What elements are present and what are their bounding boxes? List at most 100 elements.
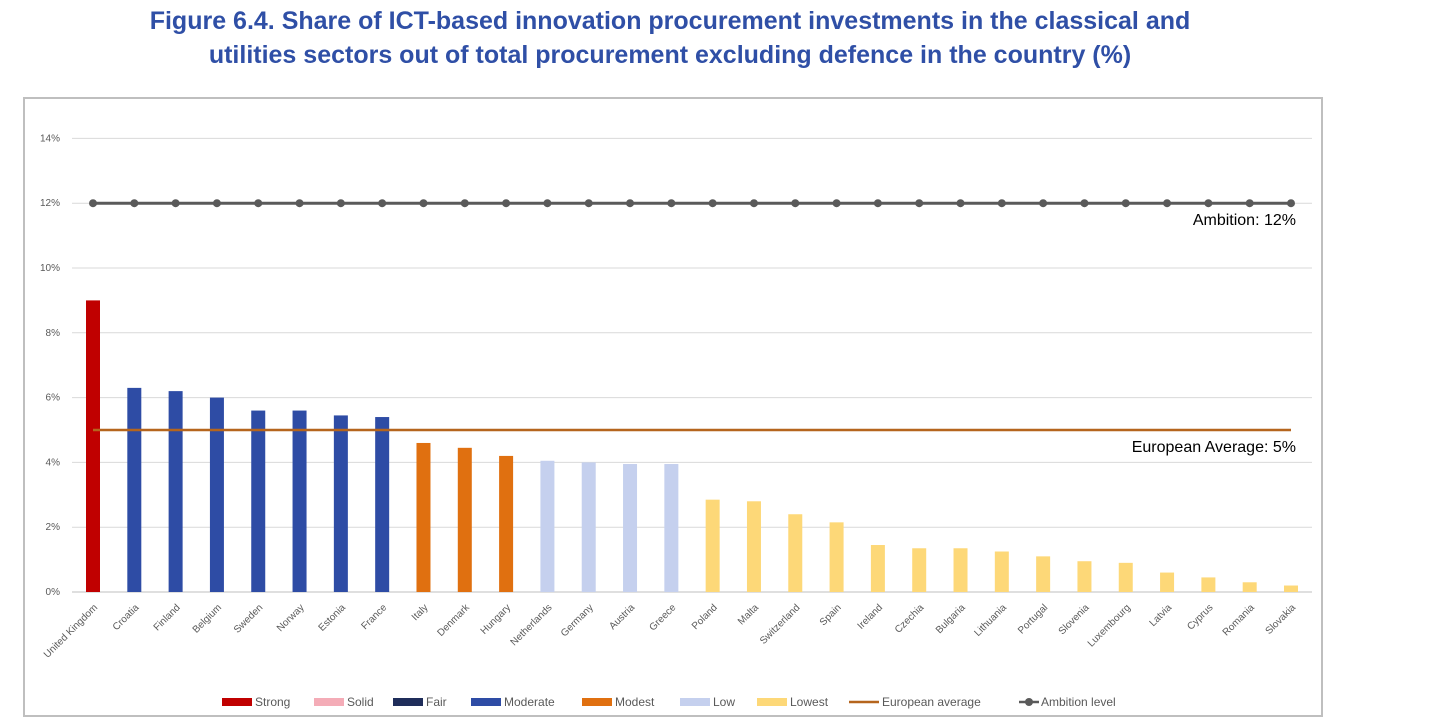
x-tick-label: Greece — [647, 602, 678, 633]
bar — [870, 545, 885, 592]
y-tick-label: 8% — [46, 328, 61, 339]
legend-swatch — [680, 698, 710, 706]
x-tick-label: Netherlands — [509, 602, 555, 648]
bar — [1118, 562, 1133, 592]
bar — [705, 499, 720, 592]
y-tick-label: 4% — [46, 457, 61, 468]
ambition-marker — [667, 199, 676, 208]
x-tick-label: Sweden — [232, 602, 265, 635]
bar — [499, 455, 514, 592]
x-tick-label: Denmark — [435, 602, 472, 639]
bar — [416, 442, 431, 592]
ambition-marker — [295, 199, 304, 208]
ambition-marker — [1245, 199, 1254, 208]
x-tick-label: Portugal — [1016, 602, 1050, 636]
bar — [1077, 561, 1092, 592]
legend-label: Lowest — [790, 695, 829, 709]
legend-label: Moderate — [504, 695, 555, 709]
ambition-marker — [626, 199, 635, 208]
bar — [1284, 585, 1298, 592]
x-tick-label: Slovenia — [1057, 602, 1092, 637]
legend-swatch — [582, 698, 612, 706]
ambition-marker — [1163, 199, 1172, 208]
y-tick-label: 14% — [40, 133, 60, 144]
x-tick-label: Belgium — [191, 602, 224, 635]
bar — [1160, 572, 1175, 592]
bar — [540, 460, 555, 592]
x-tick-label: United Kingdom — [42, 602, 100, 660]
bar — [457, 447, 472, 592]
ambition-marker — [708, 199, 717, 208]
y-tick-label: 2% — [46, 522, 61, 533]
reference-lines: European Average: 5% Ambition: 12% — [89, 199, 1296, 456]
ambition-marker — [997, 199, 1006, 208]
x-tick-label: France — [360, 602, 390, 632]
legend-label: Ambition level — [1041, 695, 1116, 709]
x-tick-label: Lithuania — [972, 602, 1009, 639]
legend-label: European average — [882, 695, 981, 709]
bar — [209, 397, 224, 592]
ambition-marker — [130, 199, 139, 208]
bar — [375, 417, 390, 592]
x-tick-label: Latvia — [1148, 602, 1175, 629]
x-tick-label: Luxembourg — [1086, 602, 1133, 649]
legend-swatch — [314, 698, 344, 706]
bar — [292, 410, 307, 592]
legend-swatch — [757, 698, 787, 706]
ambition-marker — [1039, 199, 1048, 208]
bar — [829, 522, 844, 592]
x-tick-label: Hungary — [479, 602, 514, 637]
ambition-marker — [502, 199, 511, 208]
x-tick-label: Bulgaria — [934, 602, 968, 636]
ambition-marker — [419, 199, 428, 208]
ambition-marker — [336, 199, 345, 208]
legend-swatch — [222, 698, 252, 706]
x-tick-label: Norway — [275, 602, 307, 634]
x-axis-labels: United Kingdom Croatia Finland Belgium Swede… — [42, 602, 1298, 661]
ambition-marker — [956, 199, 965, 208]
bar — [251, 410, 266, 592]
x-tick-label: Finland — [152, 602, 183, 633]
ambition-marker — [1121, 199, 1130, 208]
x-tick-label: Switzerland — [758, 602, 802, 646]
ambition-marker — [89, 199, 97, 208]
bar — [953, 548, 968, 592]
bar — [788, 514, 803, 592]
ambition-marker — [915, 199, 924, 208]
bar — [1201, 577, 1216, 592]
ambition-marker — [749, 199, 758, 208]
ambition-marker — [212, 199, 221, 208]
legend-label: Solid — [347, 695, 374, 709]
x-tick-label: Poland — [690, 602, 720, 632]
bar — [1036, 556, 1051, 592]
x-tick-label: Estonia — [317, 602, 349, 634]
x-tick-label: Croatia — [111, 602, 142, 633]
european-average-annotation: European Average: 5% — [1132, 439, 1296, 456]
bar — [333, 415, 348, 592]
y-tick-label: 12% — [40, 198, 60, 209]
legend-label: Fair — [426, 695, 447, 709]
ambition-marker — [171, 199, 180, 208]
bar — [168, 391, 183, 592]
x-tick-label: Czechia — [893, 602, 927, 636]
ambition-marker — [1287, 199, 1295, 208]
ambition-marker — [832, 199, 841, 208]
x-tick-label: Germany — [559, 602, 596, 639]
figure-title: Figure 6.4. Share of ICT-based innovatio… — [0, 4, 1340, 72]
ambition-marker — [254, 199, 263, 208]
ambition-marker — [378, 199, 387, 208]
ambition-marker — [1080, 199, 1089, 208]
y-tick-label: 6% — [46, 393, 61, 404]
ambition-marker — [791, 199, 800, 208]
bar — [127, 387, 142, 592]
legend-label: Strong — [255, 695, 290, 709]
y-axis-ticks: 0% 2% 4% 6% 8% 10% 12% 14% — [40, 133, 60, 598]
bar — [623, 464, 638, 592]
ambition-marker — [584, 199, 593, 208]
ambition-marker — [873, 199, 882, 208]
x-tick-label: Italy — [410, 602, 431, 623]
x-tick-label: Cyprus — [1185, 602, 1215, 632]
figure-title-line1: Figure 6.4. Share of ICT-based innovatio… — [149, 7, 1191, 35]
ambition-marker — [1204, 199, 1213, 208]
